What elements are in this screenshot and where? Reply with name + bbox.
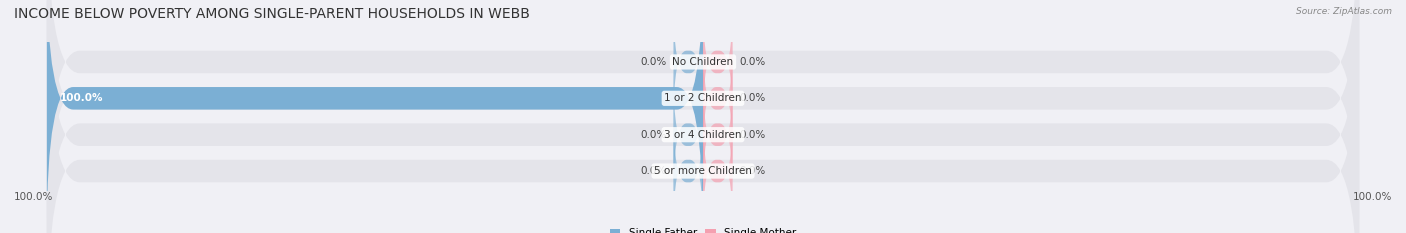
- FancyBboxPatch shape: [703, 37, 733, 160]
- Text: 5 or more Children: 5 or more Children: [654, 166, 752, 176]
- Text: 0.0%: 0.0%: [740, 130, 765, 140]
- Text: Source: ZipAtlas.com: Source: ZipAtlas.com: [1296, 7, 1392, 16]
- Legend: Single Father, Single Mother: Single Father, Single Mother: [606, 224, 800, 233]
- Text: 1 or 2 Children: 1 or 2 Children: [664, 93, 742, 103]
- FancyBboxPatch shape: [46, 0, 1360, 233]
- Text: 0.0%: 0.0%: [641, 166, 666, 176]
- Text: No Children: No Children: [672, 57, 734, 67]
- FancyBboxPatch shape: [703, 0, 733, 123]
- Text: 0.0%: 0.0%: [641, 130, 666, 140]
- Text: 3 or 4 Children: 3 or 4 Children: [664, 130, 742, 140]
- Text: 0.0%: 0.0%: [740, 57, 765, 67]
- Text: 0.0%: 0.0%: [740, 166, 765, 176]
- FancyBboxPatch shape: [46, 0, 1360, 233]
- Text: 0.0%: 0.0%: [740, 93, 765, 103]
- Text: INCOME BELOW POVERTY AMONG SINGLE-PARENT HOUSEHOLDS IN WEBB: INCOME BELOW POVERTY AMONG SINGLE-PARENT…: [14, 7, 530, 21]
- FancyBboxPatch shape: [673, 110, 703, 233]
- FancyBboxPatch shape: [673, 73, 703, 196]
- Text: 0.0%: 0.0%: [641, 57, 666, 67]
- FancyBboxPatch shape: [46, 0, 1360, 233]
- Text: 100.0%: 100.0%: [14, 192, 53, 202]
- FancyBboxPatch shape: [703, 110, 733, 233]
- FancyBboxPatch shape: [673, 0, 703, 123]
- FancyBboxPatch shape: [46, 0, 1360, 233]
- Text: 100.0%: 100.0%: [60, 93, 104, 103]
- Text: 100.0%: 100.0%: [1353, 192, 1392, 202]
- FancyBboxPatch shape: [703, 73, 733, 196]
- FancyBboxPatch shape: [46, 0, 703, 233]
